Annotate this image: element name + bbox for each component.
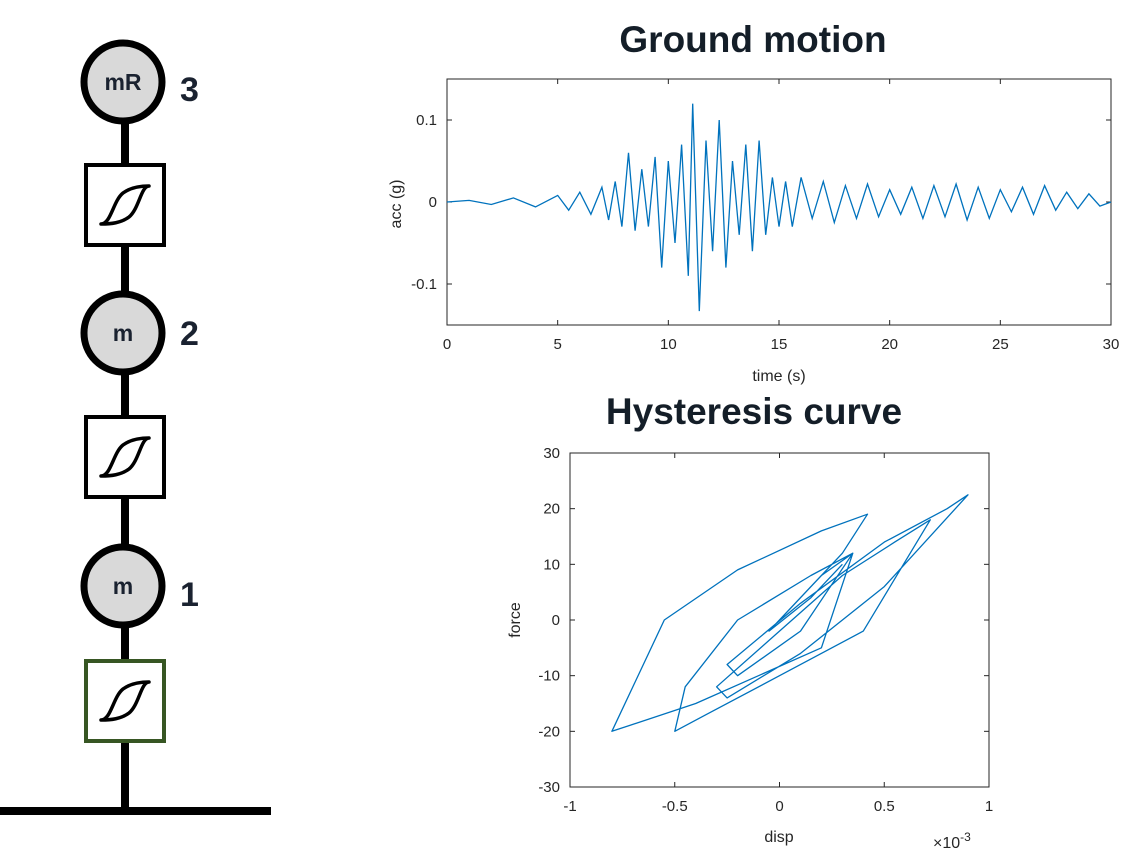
mass-label: m (113, 320, 133, 346)
series-line (446, 103, 1112, 312)
floor-number: 2 (180, 315, 199, 353)
x-axis-label: disp (764, 829, 793, 846)
y-tick-label: 0 (552, 612, 560, 629)
mass-node-3: mR 3 (80, 39, 199, 125)
spring-element-middle (84, 415, 166, 499)
x-tick-label: -1 (563, 798, 576, 815)
x-tick-label: 0.5 (874, 798, 895, 815)
x-tick-label: 30 (1103, 336, 1120, 353)
plot-frame (446, 78, 1112, 326)
y-tick-label: -20 (538, 723, 560, 740)
y-tick-label: -0.1 (411, 276, 437, 293)
spring-element-top (84, 163, 166, 247)
x-tick-label: 15 (771, 336, 788, 353)
floor-number: 3 (180, 71, 199, 109)
y-axis-label: acc (g) (388, 180, 405, 229)
y-tick-label: -10 (538, 668, 560, 685)
x-tick-label: 25 (992, 336, 1009, 353)
x-tick-label: 20 (881, 336, 898, 353)
mass-label: mR (104, 69, 141, 95)
mass-label: m (113, 573, 133, 599)
x-tick-label: 0 (775, 798, 783, 815)
y-tick-label: 30 (543, 445, 560, 462)
chart-title: Ground motion (619, 19, 886, 60)
series-line (611, 494, 969, 732)
hysteresis-chart: Hysteresis curve -1 -0.5 0 0.5 1 30 20 10 0 -10 -2… (507, 391, 993, 852)
y-axis-label: force (507, 602, 524, 638)
y-tick-label: 0 (429, 194, 437, 211)
x-tick-label: -0.5 (662, 798, 688, 815)
spring-element-base (84, 659, 166, 743)
x-tick-label: 0 (443, 336, 451, 353)
y-tick-label: 0.1 (416, 112, 437, 129)
floor-number: 1 (180, 576, 199, 614)
y-tick-label: -30 (538, 779, 560, 796)
y-tick-label: 10 (543, 556, 560, 573)
y-tick-label: 20 (543, 501, 560, 518)
structure-model: mR 3 m 2 m 1 (0, 39, 271, 815)
x-exponent-label: ×10-3 (933, 830, 971, 852)
x-tick-label: 1 (985, 798, 993, 815)
chart-title: Hysteresis curve (606, 391, 902, 432)
mass-node-1: m 1 (80, 543, 199, 629)
x-tick-label: 5 (553, 336, 561, 353)
ground-motion-chart: Ground motion 0 5 10 15 20 25 30 0.1 0 -0.1 time … (388, 19, 1119, 385)
mass-node-2: m 2 (80, 290, 199, 376)
x-tick-label: 10 (660, 336, 677, 353)
x-axis-label: time (s) (752, 368, 805, 385)
